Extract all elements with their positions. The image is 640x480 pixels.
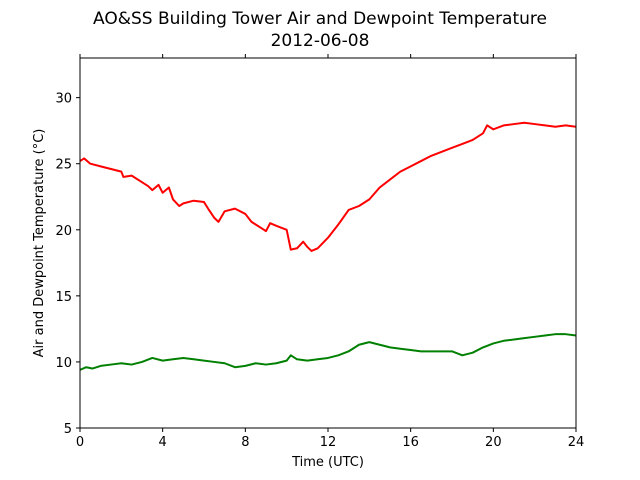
x-tick-label: 24 — [568, 435, 585, 450]
y-tick-label: 30 — [55, 92, 72, 107]
x-tick-label: 16 — [402, 435, 419, 450]
x-tick-label: 20 — [485, 435, 502, 450]
series-line-1 — [79, 333, 577, 371]
plot-area-frame — [79, 57, 577, 429]
chart-subtitle: 2012-06-08 — [271, 31, 370, 51]
y-tick-label: 5 — [64, 422, 72, 437]
ticks-layer: 0 4 8 12 16 20 24 5 10 15 20 25 30 — [55, 54, 584, 450]
y-axis-label: Air and Dewpoint Temperature (°C) — [32, 129, 47, 358]
x-tick-label: 8 — [241, 435, 249, 450]
y-tick-label: 20 — [55, 224, 72, 239]
x-tick-label: 12 — [320, 435, 337, 450]
series-line-0 — [79, 121, 577, 252]
x-tick-label: 4 — [159, 435, 167, 450]
series-layer — [79, 121, 577, 371]
x-axis-label: Time (UTC) — [291, 455, 364, 470]
x-tick-label: 0 — [76, 435, 84, 450]
y-tick-label: 25 — [55, 158, 72, 173]
chart-title: AO&SS Building Tower Air and Dewpoint Te… — [93, 9, 547, 29]
y-tick-label: 10 — [55, 356, 72, 371]
y-tick-label: 15 — [55, 290, 72, 305]
